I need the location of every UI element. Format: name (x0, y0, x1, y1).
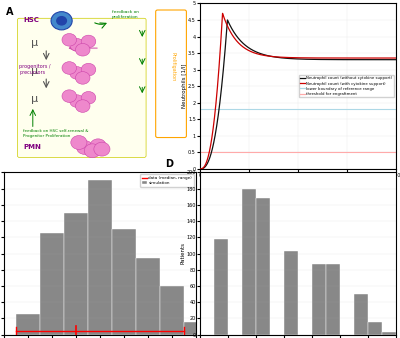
Circle shape (62, 62, 76, 74)
Text: A: A (6, 7, 14, 17)
Y-axis label: Neutrophils [1/l]: Neutrophils [1/l] (182, 64, 187, 108)
Bar (64, 213, 88, 335)
Text: HSC: HSC (23, 17, 39, 23)
Bar (136, 258, 160, 335)
Text: progenitors /
precursors: progenitors / precursors (19, 64, 51, 75)
Circle shape (81, 63, 96, 76)
Circle shape (70, 39, 84, 51)
Circle shape (62, 90, 76, 102)
Circle shape (76, 100, 90, 112)
Text: PMN: PMN (23, 144, 41, 150)
Legend: data (median, range), simulation: data (median, range), simulation (140, 174, 194, 187)
Bar (184, 322, 208, 335)
Bar (40, 233, 64, 335)
Circle shape (57, 17, 66, 25)
Bar (284, 251, 298, 335)
Bar (242, 189, 256, 335)
Bar (256, 198, 270, 335)
Bar (326, 264, 340, 335)
Text: D: D (165, 159, 173, 169)
Circle shape (90, 139, 106, 153)
Circle shape (81, 92, 96, 104)
Text: feedback on HSC self-renewal &
Progenitor Proliferation: feedback on HSC self-renewal & Progenito… (23, 129, 89, 138)
Text: feedback on
proliferation: feedback on proliferation (112, 10, 138, 19)
Bar (214, 239, 228, 335)
Text: μ: μ (31, 94, 38, 104)
FancyBboxPatch shape (18, 18, 146, 158)
Y-axis label: Patients: Patients (180, 242, 185, 265)
Circle shape (84, 144, 100, 158)
Circle shape (51, 11, 72, 30)
X-axis label: days post transplantation: days post transplantation (262, 179, 334, 185)
Bar (88, 180, 112, 335)
Circle shape (76, 44, 90, 56)
Text: Prolifigation: Prolifigation (170, 52, 176, 81)
Circle shape (94, 142, 110, 156)
Bar (312, 264, 326, 335)
Text: $\times10^9$: $\times10^9$ (200, 0, 214, 2)
Circle shape (70, 67, 84, 79)
Bar (16, 314, 40, 335)
Circle shape (70, 95, 84, 107)
Circle shape (81, 35, 96, 48)
Bar (112, 229, 136, 335)
Text: μ: μ (31, 38, 38, 48)
Circle shape (76, 72, 90, 84)
Bar (368, 322, 382, 335)
Bar (382, 332, 396, 335)
Text: μ: μ (31, 66, 38, 76)
Bar (354, 294, 368, 335)
Circle shape (62, 33, 76, 46)
Circle shape (76, 141, 93, 154)
Legend: Neutrophil count (without cytokine support), Neutrophil count (with cytokine sup: Neutrophil count (without cytokine suppo… (298, 75, 394, 97)
Bar (160, 286, 184, 335)
Circle shape (71, 136, 87, 149)
